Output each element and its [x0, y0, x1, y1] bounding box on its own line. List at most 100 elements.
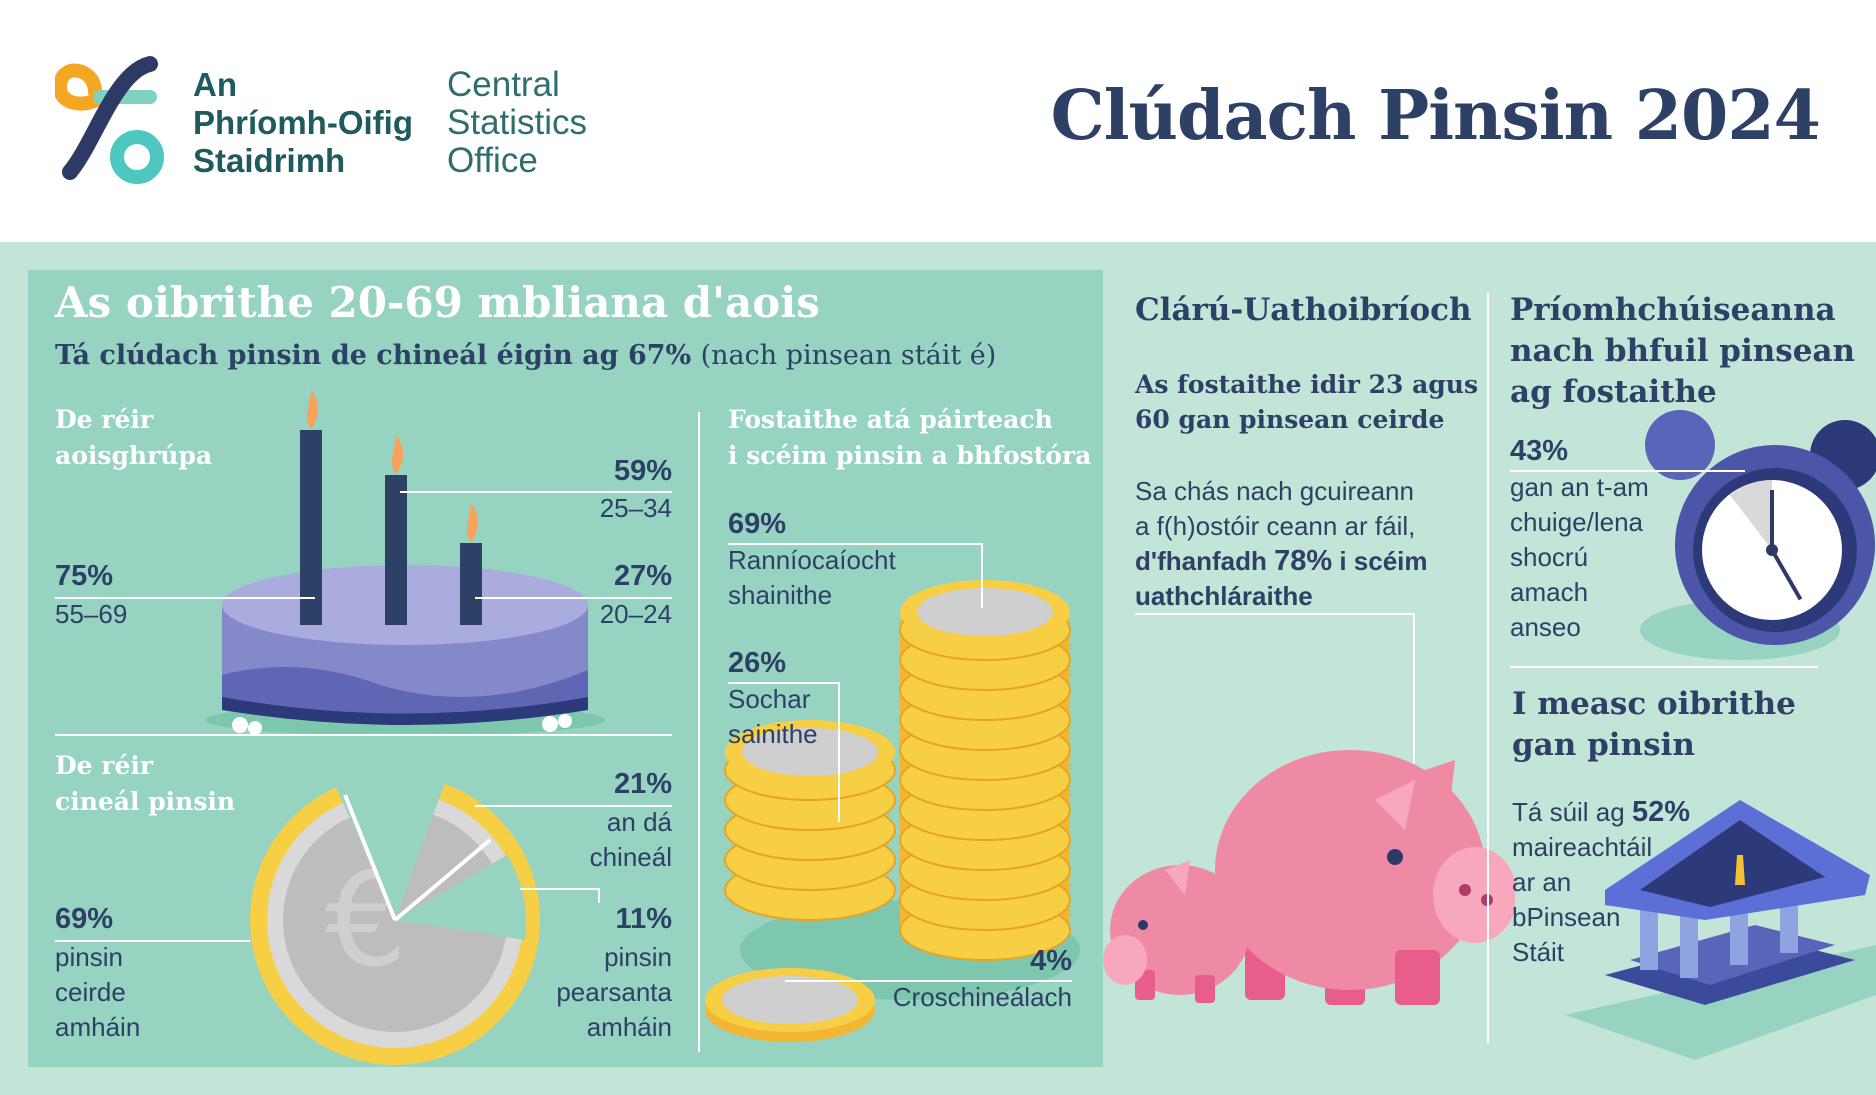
leader-line — [598, 888, 600, 903]
label-line: amháin — [55, 1012, 141, 1042]
label-line: pearsanta — [556, 977, 672, 1007]
cso-logo-icon — [55, 56, 164, 184]
employer-db-label: Sochar sainithe — [728, 682, 818, 752]
age-20-24-pct: 27% — [613, 560, 672, 592]
type-heading-line: cineál pinsin — [55, 787, 236, 816]
label-line: chineál — [589, 842, 672, 872]
no-pension-text-line: maireachtáil — [1512, 832, 1653, 862]
label-line: amháin — [586, 1012, 672, 1042]
no-pension-text: Tá súil ag 52% maireachtáil ar an bPinse… — [1512, 795, 1690, 970]
leader-line — [981, 543, 983, 608]
no-pension-text-line: Stáit — [1512, 937, 1565, 967]
section-divider — [1510, 666, 1818, 668]
column-divider — [1487, 293, 1489, 1043]
leader-line — [785, 980, 1072, 982]
type-both-pct: 21% — [613, 768, 672, 800]
org-name-english: Central Statistics Office — [447, 66, 587, 180]
auto-bold-pre: d'fhanfadh — [1135, 546, 1275, 576]
org-en-line: Office — [447, 141, 538, 180]
age-55-69-pct: 75% — [55, 560, 114, 592]
reasons-text-line: shocrú — [1510, 542, 1589, 572]
no-pension-first-line: Tá súil ag 52% — [1512, 795, 1690, 830]
no-pension-heading-line: gan pinsin — [1512, 727, 1695, 763]
header: An Phríomh-Oifig Staidrimh Central Stati… — [0, 0, 1876, 242]
label-line: pinsin — [55, 942, 123, 972]
workers-subtitle: Tá clúdach pinsin de chineál éigin ag 67… — [55, 340, 996, 371]
leader-line — [728, 682, 840, 684]
reasons-text-line: anseo — [1510, 612, 1581, 642]
leader-line — [838, 682, 840, 822]
no-pension-text-line: ar an — [1512, 867, 1572, 897]
coin-stack-short — [724, 720, 896, 921]
label-line: sainithe — [728, 719, 818, 749]
auto-text: Sa chás nach gcuireann a f(h)ostóir cean… — [1135, 474, 1428, 614]
no-pension-pct: 52% — [1631, 796, 1690, 828]
label-line: shainithe — [728, 580, 833, 610]
section-divider — [55, 734, 672, 736]
type-occupational-label: pinsin ceirde amháin — [55, 940, 140, 1045]
reasons-heading: Príomhchúiseanna nach bhfuil pinsean ag … — [1510, 290, 1855, 413]
type-personal-pct: 11% — [615, 903, 672, 935]
age-heading-line: aoisghrúpa — [55, 441, 213, 470]
label-line: Ranníocaíocht — [728, 545, 896, 575]
reasons-heading-line: Príomhchúiseanna — [1510, 292, 1836, 328]
leader-line — [55, 597, 315, 599]
employer-hybrid-label: Croschineálach — [892, 982, 1072, 1012]
workers-subtitle-note: (nach pinsean stáit é) — [700, 340, 997, 371]
reasons-heading-line: nach bhfuil pinsean — [1510, 333, 1856, 369]
type-both-label: an dá chineál — [540, 805, 672, 875]
org-en-line: Statistics — [447, 103, 588, 142]
auto-pct: 78% — [1274, 545, 1333, 577]
pie-slice-personal — [395, 855, 527, 940]
auto-sub-line: 60 gan pinsean ceirde — [1135, 405, 1445, 434]
auto-text-line: Sa chás nach gcuireann — [1135, 476, 1414, 506]
leader-line — [1135, 613, 1415, 615]
type-personal-label: pinsin pearsanta amháin — [520, 940, 672, 1045]
harp-icon — [1735, 855, 1745, 885]
employer-heading-line: i scéim pinsin a bhfostóra — [728, 441, 1092, 470]
auto-text-bold-line: d'fhanfadh 78% i scéim — [1135, 544, 1428, 579]
candle-20-24 — [460, 543, 482, 625]
reasons-heading-line: ag fostaithe — [1510, 374, 1717, 410]
coin-stacks-icon — [705, 580, 1080, 1042]
label-line: an dá — [606, 807, 672, 837]
age-25-34-label: 25–34 — [599, 493, 672, 523]
leader-line — [475, 597, 672, 599]
piggy-bank-large — [1215, 750, 1515, 1005]
leader-line — [1413, 613, 1415, 763]
type-heading-line: De réir — [55, 751, 154, 780]
auto-subheading: As fostaithe idir 23 agus 60 gan pinsean… — [1135, 367, 1478, 437]
age-20-24-label: 20–24 — [599, 599, 672, 629]
reasons-text-line: amach — [1510, 577, 1589, 607]
no-pension-heading-line: I measc oibrithe — [1512, 686, 1796, 722]
no-pension-text-line: bPinsean — [1512, 902, 1621, 932]
workers-subtitle-main: Tá clúdach pinsin de chineál éigin ag 67… — [55, 340, 692, 371]
reasons-text-line: gan an t-am — [1510, 472, 1649, 502]
no-pension-heading: I measc oibrithe gan pinsin — [1512, 684, 1796, 766]
page-title: Clúdach Pinsin 2024 — [1050, 76, 1821, 156]
age-25-34-pct: 59% — [613, 455, 672, 487]
type-occupational-pct: 69% — [55, 903, 114, 935]
org-ga-line: Phríomh-Oifig — [193, 104, 413, 141]
reasons-text-line: chuige/lena — [1510, 507, 1643, 537]
age-55-69-label: 55–69 — [55, 599, 128, 629]
leader-line — [728, 543, 983, 545]
leader-line — [520, 888, 600, 890]
auto-bold-line2: uathchláraithe — [1135, 581, 1313, 611]
candle-55-69 — [300, 430, 322, 625]
piggy-bank-small — [1103, 860, 1250, 1003]
age-heading: De réir aoisghrúpa — [55, 402, 212, 474]
auto-heading: Clárú-Uathoibríoch — [1135, 292, 1472, 328]
auto-bold-post: i scéim — [1332, 546, 1428, 576]
no-pension-pre: Tá súil ag — [1512, 797, 1632, 827]
label-line: pinsin — [604, 942, 672, 972]
alarm-clock-icon — [1640, 410, 1876, 660]
euro-coin-pie-icon: € — [250, 773, 540, 1065]
birthday-cake-icon — [205, 390, 605, 735]
org-en-line: Central — [447, 65, 560, 104]
reasons-pct: 43% — [1510, 435, 1569, 467]
leader-line — [55, 940, 250, 942]
reasons-text: gan an t-am chuige/lena shocrú amach ans… — [1510, 470, 1649, 645]
org-ga-line: An — [193, 66, 237, 103]
coin-single — [705, 968, 875, 1042]
